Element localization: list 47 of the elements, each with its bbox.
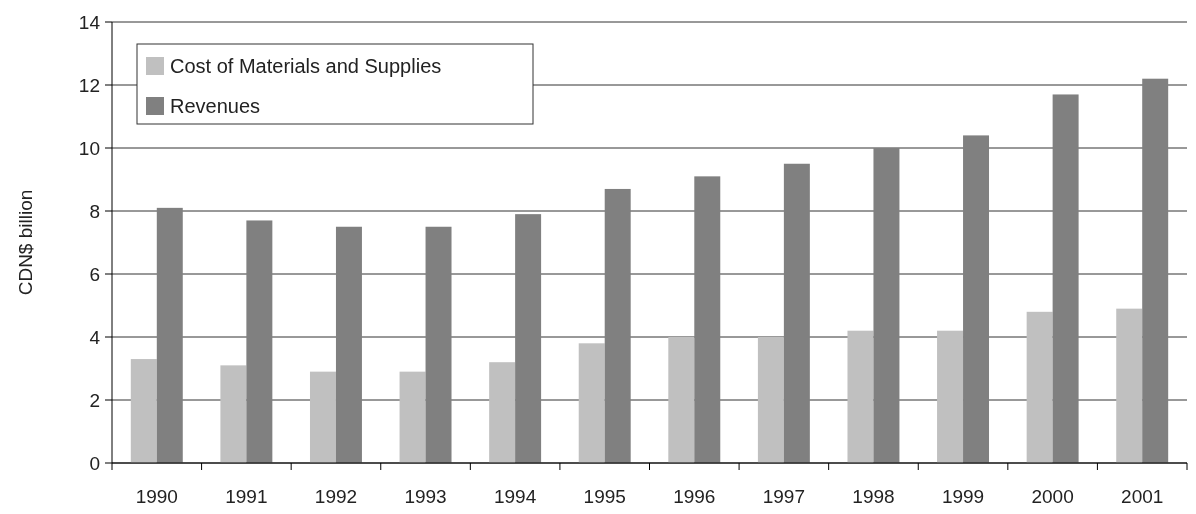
bar (515, 214, 542, 463)
legend-label: Revenues (170, 95, 261, 117)
bar (604, 188, 631, 463)
x-tick-label: 1998 (852, 486, 895, 507)
y-tick-label: 0 (89, 452, 100, 474)
bar (963, 135, 990, 463)
bar (246, 220, 273, 463)
x-tick-label: 2000 (1031, 486, 1074, 507)
y-tick-label: 12 (78, 74, 100, 96)
bar (156, 207, 183, 463)
x-tick-label: 1999 (941, 486, 985, 507)
y-tick-label: 10 (78, 137, 100, 159)
y-axis-title: CDN$ billion (15, 189, 36, 296)
bar (425, 226, 452, 463)
x-tick-label: 1992 (314, 486, 358, 507)
x-tick-label: 1991 (225, 486, 268, 507)
bar (668, 337, 695, 463)
x-tick-label: 1995 (583, 486, 626, 507)
bar (694, 176, 721, 463)
x-tick-label: 1996 (673, 486, 716, 507)
y-tick-label: 8 (89, 200, 100, 222)
bar (578, 343, 605, 463)
x-tick-label: 1993 (404, 486, 447, 507)
y-tick-label: 6 (89, 263, 100, 285)
x-tick-label: 1994 (493, 486, 537, 507)
bar (783, 163, 810, 463)
bar (335, 226, 362, 463)
bar (399, 371, 426, 463)
bar (1052, 94, 1079, 463)
y-tick-label: 4 (89, 326, 101, 348)
x-tick-label: 2001 (1121, 486, 1164, 507)
bar (130, 359, 157, 463)
bar (847, 330, 874, 463)
y-tick-label: 14 (78, 11, 101, 33)
bar (220, 365, 247, 463)
bar (1142, 78, 1169, 463)
bar (1026, 311, 1053, 463)
bar (757, 337, 784, 463)
x-tick-label: 1997 (762, 486, 806, 507)
bar (1116, 308, 1143, 463)
bar (937, 330, 964, 463)
y-tick-label: 2 (89, 389, 100, 411)
bar (489, 362, 516, 463)
legend-label: Cost of Materials and Supplies (170, 55, 442, 77)
x-tick-label: 1990 (135, 486, 178, 507)
bar (309, 371, 336, 463)
bar (873, 148, 900, 463)
